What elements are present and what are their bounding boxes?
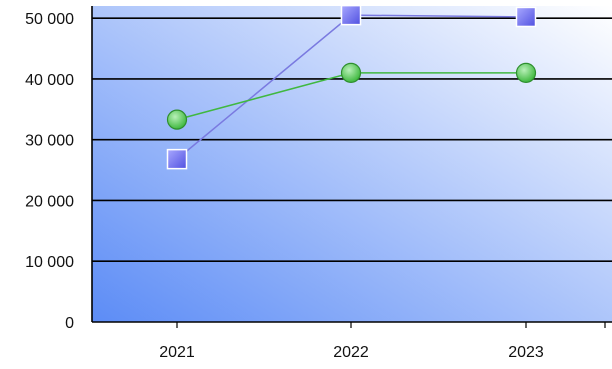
data-point-square xyxy=(166,148,188,170)
data-point-circle xyxy=(515,62,537,83)
series-2 xyxy=(166,62,537,130)
data-series xyxy=(166,4,537,170)
y-tick-label: 30 000 xyxy=(25,133,74,150)
data-point-square xyxy=(515,6,537,28)
data-point-circle xyxy=(166,109,188,130)
x-tick-label: 2022 xyxy=(333,344,369,361)
data-point-square xyxy=(340,4,362,26)
y-tick-label: 20 000 xyxy=(25,193,74,210)
data-point-circle xyxy=(340,62,362,83)
series-1 xyxy=(166,4,537,170)
y-axis-tick-labels: 0 10 000 20 000 30 000 40 000 50 000 xyxy=(25,11,74,332)
x-tick-label: 2021 xyxy=(159,344,195,361)
axes xyxy=(91,6,612,323)
x-tick-label: 2023 xyxy=(508,344,544,361)
y-tick-label: 10 000 xyxy=(25,254,74,271)
y-tick-label: 40 000 xyxy=(25,72,74,89)
y-tick-label: 0 xyxy=(65,315,74,332)
y-tick-label: 50 000 xyxy=(25,11,74,28)
x-axis-tick-labels: 2021 2022 2023 xyxy=(159,322,606,361)
